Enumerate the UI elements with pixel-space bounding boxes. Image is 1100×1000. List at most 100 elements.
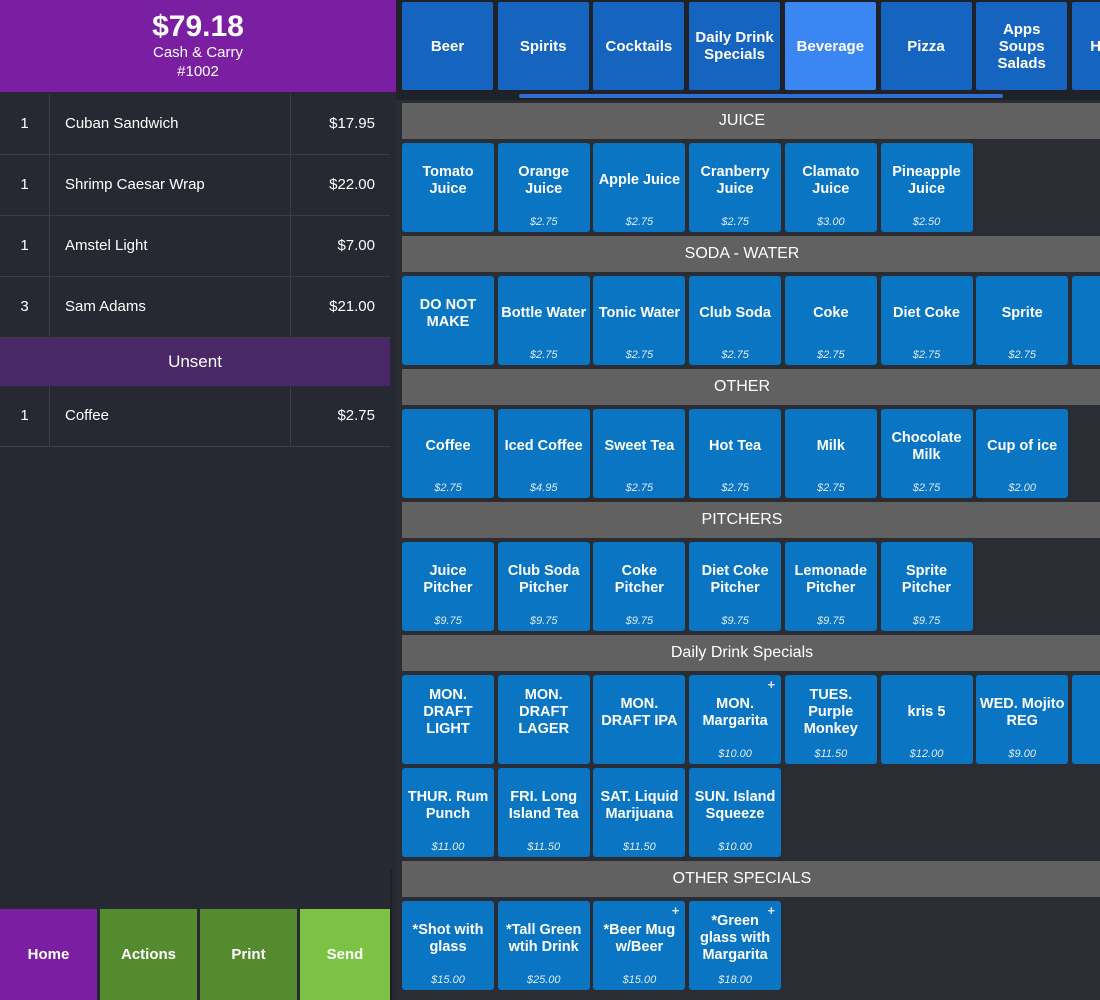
menu-item-beer-mug-w-beer[interactable]: *Beer Mug w/Beer $15.00 + — [593, 901, 686, 990]
line-price: $2.75 — [290, 386, 390, 446]
category-tab-spirits[interactable]: Spirits — [497, 2, 589, 90]
section-header-soda-water: SODA - WATER — [402, 236, 1100, 272]
menu-item-mon-draft-lager[interactable]: MON. DRAFT LAGER — [497, 675, 590, 764]
item-name: Club Soda — [699, 305, 771, 321]
menu-item-mon-draft-light[interactable]: MON. DRAFT LIGHT — [402, 675, 494, 764]
menu-item-sprite-pitcher[interactable]: Sprite Pitcher $9.75 — [880, 542, 973, 631]
menu-item-coffee[interactable]: Coffee $2.75 — [402, 409, 494, 498]
ticket-line[interactable]: 1 Cuban Sandwich $17.95 — [0, 94, 390, 155]
plus-icon: + — [767, 677, 776, 692]
menu-item-kris-5[interactable]: kris 5 $12.00 — [880, 675, 973, 764]
category-tab-hot-b-s[interactable]: Hot B S — [1071, 2, 1100, 90]
menu-item-wed-mojito-reg[interactable]: WED. Mojito REG $9.00 — [976, 675, 1069, 764]
item-price: $2.75 — [721, 482, 749, 494]
menu-item-cup-of-ice[interactable]: Cup of ice $2.00 — [976, 409, 1069, 498]
item-price: $4.95 — [529, 482, 558, 494]
ticket-line[interactable]: 3 Sam Adams $21.00 — [0, 277, 390, 338]
menu-item-club-soda[interactable]: Club Soda $2.75 — [689, 276, 782, 365]
item-price: $15.00 — [431, 974, 465, 986]
menu-item-tall-green-wtih-drink[interactable]: *Tall Green wtih Drink $25.00 — [497, 901, 590, 990]
ticket-line[interactable]: 1 Coffee $2.75 — [0, 386, 390, 447]
menu-item-green-glass-with-margarita[interactable]: *Green glass with Margarita $18.00 + — [689, 901, 782, 990]
ticket-line[interactable]: 1 Amstel Light $7.00 — [0, 216, 390, 277]
menu-item-shot-with-glass[interactable]: *Shot with glass $15.00 — [402, 901, 494, 990]
line-item-name: Coffee — [65, 407, 109, 424]
order-total: $79.18 — [152, 10, 244, 43]
order-panel: $79.18 Cash & Carry #1002 1 Cuban Sandwic… — [0, 0, 396, 1000]
menu-item-club-soda-pitcher[interactable]: Club Soda Pitcher $9.75 — [497, 542, 590, 631]
menu-item-juice-pitcher[interactable]: Juice Pitcher $9.75 — [402, 542, 494, 631]
item-name: Diet Coke — [893, 305, 960, 321]
print-button[interactable]: Print — [200, 909, 297, 1000]
menu-item-sprite[interactable]: Sprite $2.75 — [976, 276, 1069, 365]
order-header[interactable]: $79.18 Cash & Carry #1002 — [0, 0, 396, 92]
category-tab-beer[interactable]: Beer — [402, 2, 493, 90]
menu-item-sun-island-squeeze[interactable]: SUN. Island Squeeze $10.00 — [689, 768, 782, 857]
menu-item-tonic-water[interactable]: Tonic Water $2.75 — [593, 276, 686, 365]
menu-item-cranberry-juice[interactable]: Cranberry Juice $2.75 — [689, 143, 782, 232]
send-button[interactable]: Send — [300, 909, 390, 1000]
item-name: MON. Margarita — [702, 695, 768, 729]
line-quantity: 1 — [0, 216, 50, 276]
menu-item-coke[interactable]: Coke $2.75 — [784, 276, 877, 365]
line-item-name: Cuban Sandwich — [65, 115, 179, 132]
item-price: $3.00 — [817, 216, 845, 228]
menu-item-lem[interactable]: Lem — [1071, 276, 1100, 365]
menu-item-coke-pitcher[interactable]: Coke Pitcher $9.75 — [593, 542, 686, 631]
item-name: Tonic Water — [598, 305, 681, 321]
menu-item-diet-coke[interactable]: Diet Coke $2.75 — [880, 276, 973, 365]
item-name: Apple Juice — [598, 172, 681, 188]
menu-item-lemonade-pitcher[interactable]: Lemonade Pitcher $9.75 — [784, 542, 877, 631]
item-price: $2.00 — [1008, 482, 1036, 494]
home-button[interactable]: Home — [0, 909, 97, 1000]
line-quantity: 1 — [0, 386, 50, 446]
item-name: Cranberry Juice — [700, 163, 770, 197]
line-quantity: 1 — [0, 94, 50, 154]
item-name: SAT. Liquid Marijuana — [600, 788, 679, 822]
item-price: $9.75 — [817, 615, 845, 627]
item-name: kris 5 — [907, 704, 946, 720]
menu-item-thur-rum-punch[interactable]: THUR. Rum Punch $11.00 — [402, 768, 494, 857]
item-price: $2.75 — [912, 482, 941, 494]
menu-item-fri-long-island-tea[interactable]: FRI. Long Island Tea $11.50 — [497, 768, 590, 857]
category-scrollbar[interactable] — [519, 94, 1003, 98]
menu-item-milk[interactable]: Milk $2.75 — [784, 409, 877, 498]
category-tab-pizza[interactable]: Pizza — [880, 2, 972, 90]
menu-item-do-not-make[interactable]: DO NOT MAKE — [402, 276, 494, 365]
category-tab-beverage[interactable]: Beverage — [784, 2, 876, 90]
item-price: $2.75 — [721, 216, 749, 228]
order-type: Cash & Carry — [152, 44, 244, 61]
menu-item-apple-juice[interactable]: Apple Juice $2.75 — [593, 143, 686, 232]
menu-item-orange-juice[interactable]: Orange Juice $2.75 — [497, 143, 590, 232]
item-price: $2.75 — [1008, 349, 1036, 361]
line-item-name: Shrimp Caesar Wrap — [65, 176, 205, 193]
item-name: WED. Mojito REG — [979, 695, 1065, 729]
menu-item-tomato-juice[interactable]: Tomato Juice — [402, 143, 494, 232]
menu-item-blank[interactable] — [1071, 675, 1100, 764]
ticket-line[interactable]: 1 Shrimp Caesar Wrap $22.00 — [0, 155, 390, 216]
category-tab-daily-drink-specials[interactable]: Daily Drink Specials — [689, 2, 781, 90]
category-tab-cocktails[interactable]: Cocktails — [593, 2, 685, 90]
actions-button[interactable]: Actions — [100, 909, 197, 1000]
menu-item-chocolate-milk[interactable]: Chocolate Milk $2.75 — [880, 409, 973, 498]
ticket-scrollbar[interactable] — [390, 870, 392, 1000]
order-number: #1002 — [177, 63, 219, 80]
menu-item-iced-coffee[interactable]: Iced Coffee $4.95 — [497, 409, 590, 498]
menu-item-bottle-water[interactable]: Bottle Water $2.75 — [497, 276, 590, 365]
category-tab-apps-soups-salads[interactable]: Apps Soups Salads — [976, 2, 1068, 90]
item-name: FRI. Long Island Tea — [508, 788, 579, 822]
menu-item-pineapple-juice[interactable]: Pineapple Juice $2.50 — [880, 143, 973, 232]
menu-item-sweet-tea[interactable]: Sweet Tea $2.75 — [593, 409, 686, 498]
category-bar: Beer Spirits Cocktails Daily Drink Specials… — [396, 0, 1100, 100]
item-price: $18.00 — [718, 974, 752, 986]
item-price: $2.75 — [625, 349, 654, 361]
menu-item-diet-coke-pitcher[interactable]: Diet Coke Pitcher $9.75 — [689, 542, 782, 631]
menu-item-mon-draft-ipa[interactable]: MON. DRAFT IPA — [593, 675, 686, 764]
item-price: $9.75 — [912, 615, 941, 627]
menu-item-tues-purple-monkey[interactable]: TUES. Purple Monkey $11.50 — [784, 675, 877, 764]
item-name: Club Soda Pitcher — [507, 562, 580, 596]
menu-item-clamato-juice[interactable]: Clamato Juice $3.00 — [784, 143, 877, 232]
menu-item-sat-liquid-marijuana[interactable]: SAT. Liquid Marijuana $11.50 — [593, 768, 686, 857]
menu-item-mon-margarita[interactable]: MON. Margarita $10.00 + — [689, 675, 782, 764]
menu-item-hot-tea[interactable]: Hot Tea $2.75 — [689, 409, 782, 498]
